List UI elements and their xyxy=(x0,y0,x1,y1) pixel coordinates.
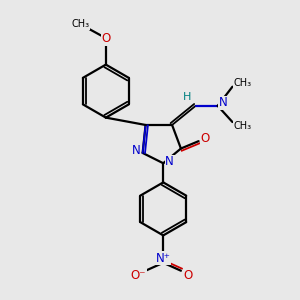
Text: O: O xyxy=(184,268,193,282)
Text: O: O xyxy=(101,32,110,45)
Text: CH₃: CH₃ xyxy=(234,78,252,88)
Text: O: O xyxy=(200,132,210,145)
Text: CH₃: CH₃ xyxy=(72,19,90,29)
Text: N: N xyxy=(165,155,174,168)
Text: CH₃: CH₃ xyxy=(234,121,252,130)
Text: N: N xyxy=(219,96,227,110)
Text: H: H xyxy=(183,92,191,102)
Text: O⁻: O⁻ xyxy=(130,268,146,282)
Text: N⁺: N⁺ xyxy=(156,252,171,265)
Text: N: N xyxy=(132,144,140,157)
